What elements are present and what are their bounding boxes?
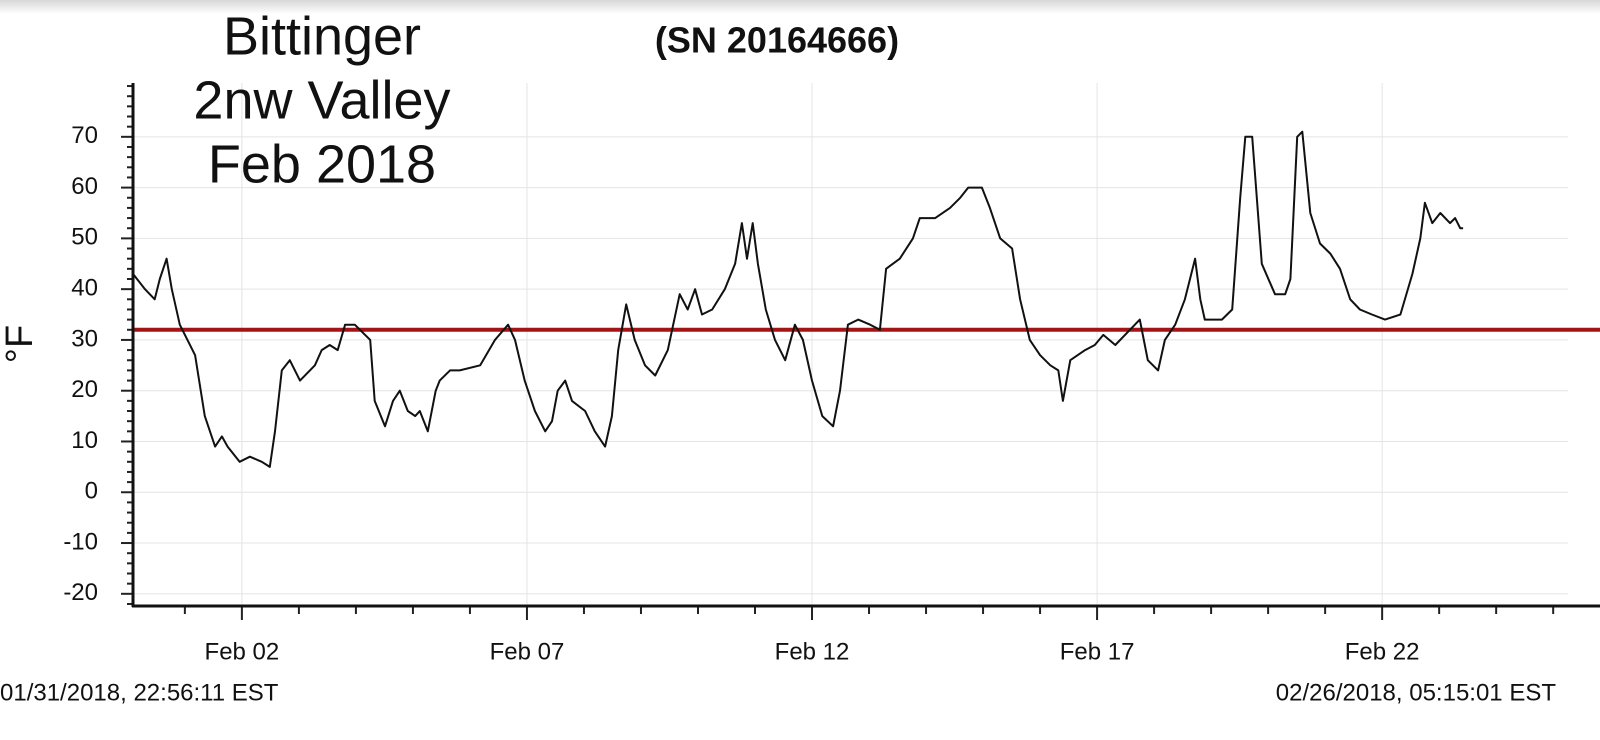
chart-title-line: Bittinger xyxy=(223,6,421,66)
y-tick-label: 20 xyxy=(71,376,98,403)
y-tick-label: 50 xyxy=(71,224,98,251)
x-tick-label: Feb 12 xyxy=(775,638,850,665)
y-axis-label: °F xyxy=(0,325,41,363)
x-tick-label: Feb 07 xyxy=(490,638,565,665)
y-tick-label: -20 xyxy=(63,579,98,606)
axes: -20 -10 0 10 20 30 40 50 60 70 Feb 02 Feb 07 Feb 12 F… xyxy=(63,83,1600,665)
x-tick-label: Feb 22 xyxy=(1345,638,1420,665)
y-tick-label: 30 xyxy=(71,325,98,352)
y-tick-label: 40 xyxy=(71,274,98,301)
y-tick-label: -10 xyxy=(63,528,98,555)
footer-start: 01/31/2018, 22:56:11 EST xyxy=(0,679,279,706)
y-tick-label: 0 xyxy=(85,478,98,505)
chart-title-line: Feb 2018 xyxy=(208,134,436,194)
x-tick-label: Feb 02 xyxy=(205,638,280,665)
y-tick-label: 70 xyxy=(71,122,98,149)
y-tick-label: 60 xyxy=(71,173,98,200)
y-tick-label: 10 xyxy=(71,427,98,454)
chart-title-line: 2nw Valley xyxy=(193,70,450,130)
data-line xyxy=(132,130,1464,468)
plot xyxy=(132,130,1600,468)
chart-subtitle: (SN 20164666) xyxy=(655,20,899,61)
x-tick-label: Feb 17 xyxy=(1060,638,1135,665)
top-shade xyxy=(0,0,1600,14)
footer-end: 02/26/2018, 05:15:01 EST xyxy=(1276,679,1557,706)
grid xyxy=(133,83,1568,606)
